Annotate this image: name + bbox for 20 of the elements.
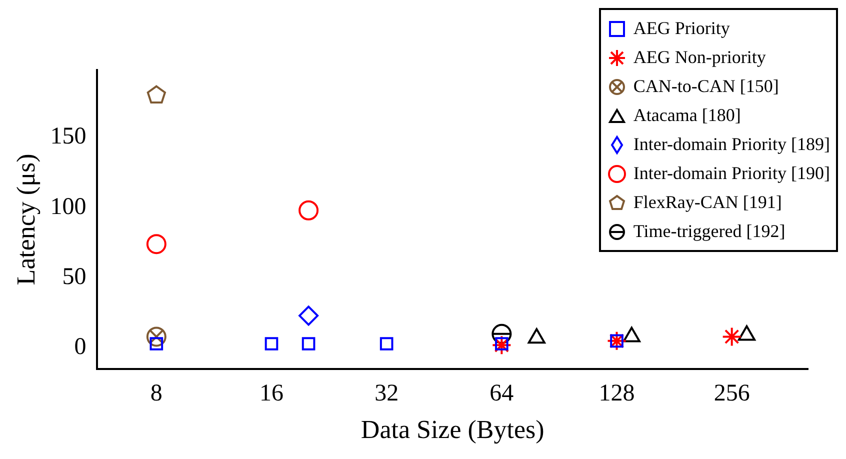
y-tick-label: 0 (74, 334, 86, 360)
legend-label: Inter-domain Priority [189] (633, 133, 830, 156)
legend-label: FlexRay-CAN [191] (633, 191, 782, 214)
legend-label: Inter-domain Priority [190] (633, 162, 830, 185)
y-tick-label: 50 (62, 264, 86, 290)
legend-label: AEG Non-priority (633, 46, 766, 69)
y-tick-label: 150 (50, 124, 86, 150)
legend-label: CAN-to-CAN [150] (633, 75, 779, 98)
x-axis-title: Data Size (Bytes) (360, 415, 544, 444)
x-tick-label: 128 (598, 380, 635, 407)
legend-label: Time-triggered [192] (633, 220, 786, 243)
x-tick-label: 8 (150, 380, 162, 407)
y-tick-label: 100 (50, 194, 86, 220)
legend-label: Atacama [180] (633, 104, 741, 127)
y-axis-title: Latency (μs) (11, 154, 40, 286)
x-tick-label: 32 (374, 380, 399, 407)
legend-label: AEG Priority (633, 17, 730, 40)
x-tick-label: 16 (260, 380, 284, 407)
x-tick-label: 256 (714, 380, 750, 407)
x-tick-label: 64 (490, 380, 514, 407)
